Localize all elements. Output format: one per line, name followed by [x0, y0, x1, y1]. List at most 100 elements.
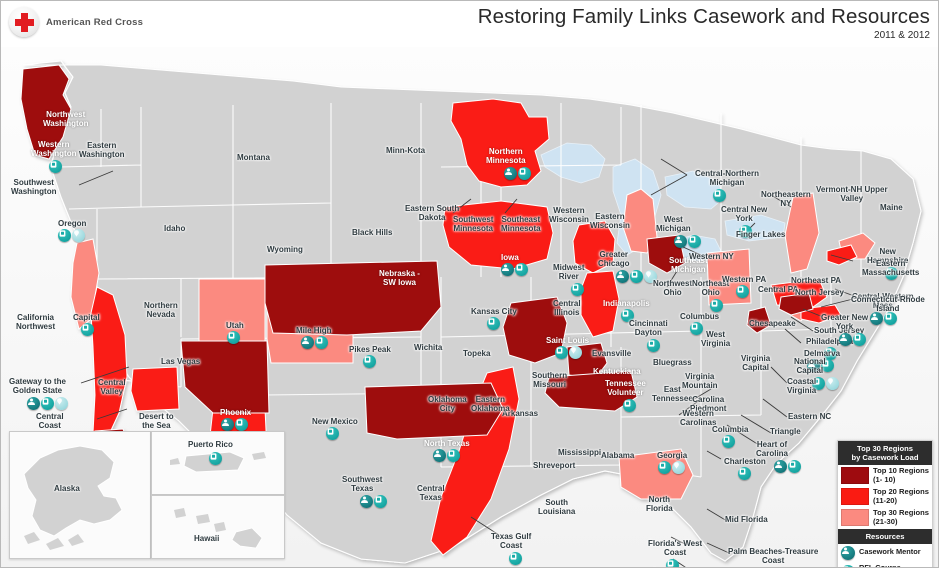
- rfl-course-instructor-icon[interactable]: [788, 460, 801, 473]
- casework-mentor-icon[interactable]: [616, 270, 629, 283]
- rfl-course-instructor-icon[interactable]: [515, 263, 528, 276]
- rfl-course-instructor-icon[interactable]: [657, 461, 671, 474]
- pin-group[interactable]: [674, 235, 701, 248]
- rfl-course-instructor-icon[interactable]: [885, 267, 898, 280]
- pin-group[interactable]: [738, 467, 751, 480]
- legend-resource-row[interactable]: Casework Mentor: [838, 544, 932, 562]
- pin-group[interactable]: [433, 449, 461, 462]
- casework-mentor-icon[interactable]: [501, 263, 514, 276]
- pin-group[interactable]: [616, 270, 657, 283]
- pin-group[interactable]: [739, 225, 752, 238]
- rfl-course-instructor-icon[interactable]: [374, 495, 387, 508]
- rfl-course-instructor-icon[interactable]: [884, 312, 897, 325]
- pin-group[interactable]: [555, 346, 583, 359]
- pin-group[interactable]: [666, 559, 679, 567]
- pin-group[interactable]: [58, 229, 85, 242]
- pin-group[interactable]: [621, 309, 635, 322]
- casework-mentor-icon[interactable]: [300, 336, 314, 349]
- rfl-course-instructor-icon[interactable]: [713, 189, 726, 202]
- rfl-course-instructor-icon[interactable]: [666, 559, 679, 567]
- rfl-course-instructor-icon[interactable]: [721, 435, 735, 448]
- rfl-advocate-icon[interactable]: [72, 229, 85, 242]
- pin-group[interactable]: [623, 399, 636, 412]
- casework-mentor-icon[interactable]: [841, 545, 855, 560]
- rfl-course-instructor-icon[interactable]: [80, 323, 94, 336]
- pin-group[interactable]: [721, 435, 735, 448]
- rfl-advocate-icon[interactable]: [55, 397, 68, 410]
- pin-group[interactable]: [806, 359, 834, 372]
- legend-resource-row[interactable]: RFL CourseInstructor: [838, 562, 932, 567]
- pin-group[interactable]: [824, 347, 838, 360]
- pin-group[interactable]: [713, 189, 726, 202]
- casework-mentor-icon[interactable]: [220, 418, 234, 431]
- rfl-course-instructor-icon[interactable]: [824, 347, 838, 360]
- rfl-course-instructor-icon[interactable]: [710, 299, 723, 312]
- pin-group[interactable]: [736, 285, 749, 298]
- rfl-course-instructor-icon[interactable]: [630, 270, 643, 283]
- rfl-course-instructor-icon[interactable]: [820, 359, 834, 372]
- rfl-course-instructor-icon[interactable]: [363, 355, 376, 368]
- casework-mentor-icon[interactable]: [774, 460, 787, 473]
- rfl-course-instructor-icon[interactable]: [209, 452, 222, 465]
- rfl-course-instructor-icon[interactable]: [738, 467, 751, 480]
- rfl-course-instructor-icon[interactable]: [509, 552, 522, 565]
- rfl-course-instructor-icon[interactable]: [841, 565, 855, 567]
- rfl-course-instructor-icon[interactable]: [49, 160, 62, 173]
- rfl-course-instructor-icon[interactable]: [518, 167, 531, 180]
- pin-group[interactable]: [657, 461, 685, 474]
- rfl-course-instructor-icon[interactable]: [447, 449, 461, 462]
- rfl-advocate-icon[interactable]: [671, 461, 685, 474]
- pin-group[interactable]: [504, 167, 531, 180]
- rfl-course-instructor-icon[interactable]: [647, 339, 660, 352]
- pin-group[interactable]: [870, 312, 897, 325]
- rfl-course-instructor-icon[interactable]: [314, 336, 328, 349]
- pin-group[interactable]: [80, 323, 94, 336]
- rfl-course-instructor-icon[interactable]: [689, 322, 703, 335]
- pin-group[interactable]: [509, 552, 522, 565]
- pin-group[interactable]: [571, 283, 584, 296]
- casework-mentor-icon[interactable]: [839, 333, 852, 346]
- rfl-course-instructor-icon[interactable]: [234, 418, 248, 431]
- rfl-course-instructor-icon[interactable]: [812, 377, 825, 390]
- pin-group[interactable]: [812, 377, 839, 390]
- pin-group[interactable]: [647, 339, 660, 352]
- rfl-course-instructor-icon[interactable]: [227, 331, 241, 344]
- casework-mentor-icon[interactable]: [674, 235, 687, 248]
- rfl-course-instructor-icon[interactable]: [41, 397, 54, 410]
- casework-mentor-icon[interactable]: [433, 449, 447, 462]
- rfl-course-instructor-icon[interactable]: [621, 309, 635, 322]
- casework-mentor-icon[interactable]: [360, 495, 373, 508]
- pin-group[interactable]: [227, 331, 241, 344]
- pin-group[interactable]: [300, 336, 328, 349]
- pin-group[interactable]: [27, 397, 68, 410]
- casework-mentor-icon[interactable]: [806, 359, 820, 372]
- rfl-course-instructor-icon[interactable]: [555, 346, 569, 359]
- rfl-course-instructor-icon[interactable]: [487, 317, 501, 330]
- casework-mentor-icon[interactable]: [504, 167, 517, 180]
- pin-group[interactable]: [774, 460, 801, 473]
- rfl-course-instructor-icon[interactable]: [688, 235, 701, 248]
- rfl-course-instructor-icon[interactable]: [58, 229, 71, 242]
- rfl-course-instructor-icon[interactable]: [571, 283, 584, 296]
- rfl-course-instructor-icon[interactable]: [739, 225, 752, 238]
- casework-mentor-icon[interactable]: [870, 312, 883, 325]
- pin-group[interactable]: [689, 322, 703, 335]
- pin-group[interactable]: [220, 418, 248, 431]
- rfl-course-instructor-icon[interactable]: [736, 285, 749, 298]
- pin-group[interactable]: [885, 267, 898, 280]
- pin-group[interactable]: [360, 495, 387, 508]
- pin-group[interactable]: [501, 263, 528, 276]
- rfl-course-instructor-icon[interactable]: [326, 427, 339, 440]
- pin-group-puerto-rico[interactable]: [209, 452, 222, 465]
- pin-group[interactable]: [710, 299, 723, 312]
- rfl-advocate-icon[interactable]: [569, 346, 583, 359]
- pin-group[interactable]: [839, 333, 866, 346]
- rfl-advocate-icon[interactable]: [826, 377, 839, 390]
- rfl-advocate-icon[interactable]: [644, 270, 657, 283]
- pin-group[interactable]: [487, 317, 501, 330]
- rfl-course-instructor-icon[interactable]: [853, 333, 866, 346]
- casework-mentor-icon[interactable]: [27, 397, 40, 410]
- pin-group[interactable]: [363, 355, 376, 368]
- rfl-course-instructor-icon[interactable]: [623, 399, 636, 412]
- pin-group[interactable]: [326, 427, 339, 440]
